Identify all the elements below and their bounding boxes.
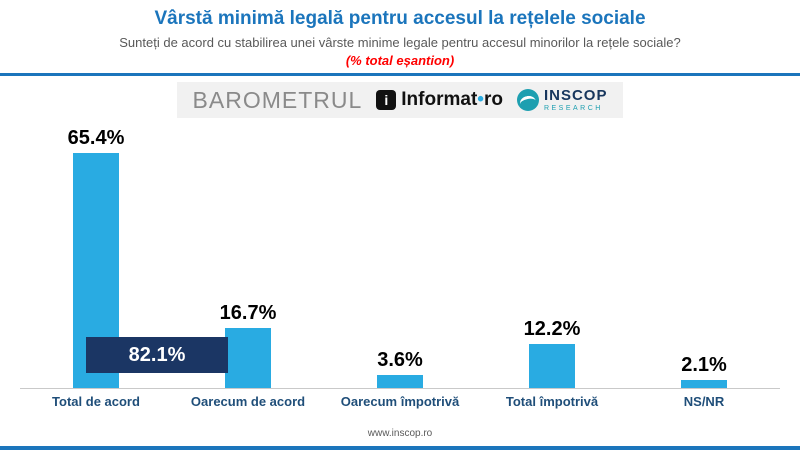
plot-area: 82.1% 65.4% 16.7% 3.6% 12.2% 2.1% xyxy=(20,124,780,389)
inscop-logo: INSCOP RESEARCH xyxy=(516,87,608,112)
informat-icon: i xyxy=(376,90,397,110)
category-label: NS/NR xyxy=(683,394,725,409)
header: Vârstă minimă legală pentru accesul la r… xyxy=(0,0,800,76)
bar-value-label: 2.1% xyxy=(681,354,727,377)
category-label: Total împotrivă xyxy=(505,394,599,409)
bar xyxy=(681,380,727,388)
category-label: Oarecum de acord xyxy=(190,394,306,409)
bar xyxy=(225,327,271,388)
bar-chart: 82.1% 65.4% 16.7% 3.6% 12.2% 2.1% Total de a… xyxy=(20,124,780,409)
bar-value-label: 12.2% xyxy=(523,318,581,341)
footer-url: www.inscop.ro xyxy=(367,428,433,439)
bar-value-label: 65.4% xyxy=(67,126,125,149)
category-label: Total de acord xyxy=(52,394,140,409)
inscop-icon xyxy=(516,89,539,111)
informat-dot: • xyxy=(477,89,484,110)
bar xyxy=(529,344,575,388)
inscop-logo-text: INSCOP RESEARCH xyxy=(543,87,608,112)
logo-box: BAROMETRUL i Informat•ro INSCOP RESEARCH xyxy=(176,82,624,118)
bottom-divider xyxy=(0,446,800,450)
page-title: Vârstă minimă legală pentru accesul la r… xyxy=(154,8,646,29)
survey-question: Sunteți de acord cu stabilirea unei vârs… xyxy=(119,35,681,50)
informat-logo: i Informat•ro xyxy=(376,89,503,111)
bar-column: 2.1% xyxy=(628,354,780,388)
combined-agreement-badge: 82.1% xyxy=(86,337,228,373)
bar-value-label: 3.6% xyxy=(377,349,423,371)
footer: www.inscop.ro xyxy=(0,423,800,441)
bar-value-label: 16.7% xyxy=(219,301,277,324)
branding-strip: BAROMETRUL i Informat•ro INSCOP RESEARCH xyxy=(0,82,800,118)
bar xyxy=(377,375,423,388)
bar-column: 3.6% xyxy=(324,349,476,388)
category-labels: Total de acord Oarecum de acord Oarecum îm… xyxy=(20,394,780,409)
informat-logo-text: Informat•ro xyxy=(401,89,503,110)
bar-column: 16.7% xyxy=(172,302,324,388)
bar-column: 12.2% xyxy=(476,318,628,388)
sample-note: (% total eșantion) xyxy=(345,53,455,68)
category-label: Oarecum împotrivă xyxy=(340,394,460,409)
barometrul-logo: BAROMETRUL xyxy=(192,86,363,113)
top-divider xyxy=(0,73,800,76)
